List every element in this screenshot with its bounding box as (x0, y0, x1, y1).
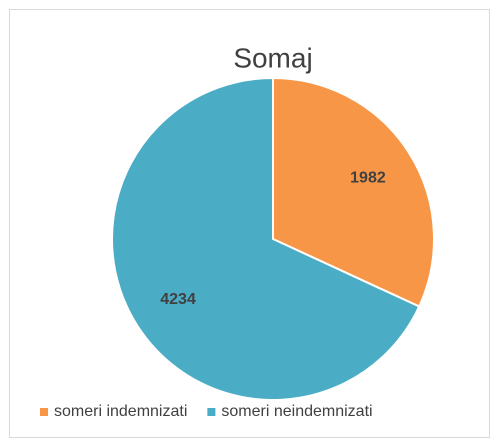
legend-swatch (40, 408, 48, 416)
chart-title: Somaj (233, 42, 312, 73)
legend-label: someri neindemnizati (221, 403, 372, 420)
legend-label: someri indemnizati (54, 403, 187, 420)
data-label: 4234 (160, 291, 196, 308)
pie-slice (272, 76, 435, 308)
legend-swatch (207, 408, 216, 416)
data-label: 1982 (350, 169, 386, 186)
pie-slice (111, 76, 421, 401)
